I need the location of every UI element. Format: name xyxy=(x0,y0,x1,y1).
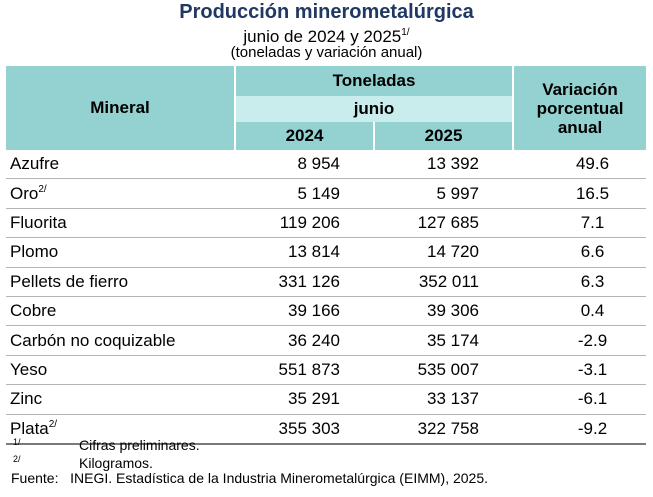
header-year-2025: 2025 xyxy=(372,122,514,150)
value-2024: 8 954 xyxy=(235,150,374,180)
subtitle-footnote-mark: 1/ xyxy=(401,27,410,38)
header-variacion-line: porcentual xyxy=(536,98,624,118)
value-2024: 13 814 xyxy=(235,237,374,268)
source-abbr: EIMM xyxy=(403,470,441,486)
header-variacion-line: anual xyxy=(557,117,603,137)
value-2024: 331 126 xyxy=(235,267,374,297)
mineral-label: Zinc xyxy=(10,389,43,409)
footnote-mark: 1/ xyxy=(13,437,21,447)
value-2025: 352 011 xyxy=(374,267,514,297)
subtitle: junio de 2024 y 20251/ xyxy=(0,22,653,46)
source-label: Fuente: xyxy=(11,470,59,486)
value-2025: 14 720 xyxy=(374,237,514,268)
source-tail: ), 2025. xyxy=(440,470,489,486)
value-2024: 35 291 xyxy=(235,384,374,415)
table-row: Zinc 35 291 33 137 -6.1 xyxy=(6,384,647,415)
value-2024: 36 240 xyxy=(235,325,374,356)
value-2025: 322 758 xyxy=(374,414,514,445)
mineral-label: Pellets de fierro xyxy=(10,271,129,291)
table-row: Yeso 551 873 535 007 -3.1 xyxy=(6,355,647,386)
annual-variation: 0.4 xyxy=(513,296,647,327)
mineral-name: Azufre xyxy=(6,150,235,180)
mineral-label: Yeso xyxy=(10,359,48,379)
subtitle-text: junio de 2024 y 2025 xyxy=(243,27,402,46)
annual-variation: 16.5 xyxy=(513,178,647,209)
table-row: Oro2/5 149 5 997 16.5 xyxy=(6,178,647,209)
production-table: Mineral Toneladas Variación porcentual a… xyxy=(6,66,647,445)
value-2025: 127 685 xyxy=(374,208,514,239)
value-2024: 39 166 xyxy=(235,296,374,327)
value-2025: 13 392 xyxy=(374,150,514,180)
mineral-name: Cobre xyxy=(6,296,235,327)
value-2025: 535 007 xyxy=(374,355,514,386)
mineral-label: Carbón no coquizable xyxy=(10,330,176,350)
annual-variation: 6.3 xyxy=(513,267,647,297)
mineral-footnote-mark: 2/ xyxy=(38,183,47,195)
mineral-name: Carbón no coquizable xyxy=(6,325,235,356)
mineral-label: Oro xyxy=(10,183,39,203)
source-text: . Estadística de la Industria Minerometa… xyxy=(108,470,404,486)
mineral-label: Cobre xyxy=(10,301,57,321)
table-body: Azufre 8 954 13 392 49.6 Oro2/5 149 5 997 16.5… xyxy=(6,150,647,445)
header-variacion: Variación porcentual anual xyxy=(512,66,647,150)
mineral-footnote-mark: 2/ xyxy=(48,418,58,430)
value-2025: 35 174 xyxy=(374,325,514,356)
source-org: INEGI xyxy=(70,470,109,486)
mineral-name: Plata2/ xyxy=(6,414,235,445)
value-2024: 551 873 xyxy=(235,355,374,386)
table-row: Carbón no coquizable 36 240 35 174 -2.9 xyxy=(6,325,647,356)
annual-variation: -9.2 xyxy=(513,414,647,445)
value-2025: 33 137 xyxy=(374,384,514,415)
units-label: (toneladas y variación anual) xyxy=(230,44,423,61)
table-row: Pellets de fierro 331 126 352 011 6.3 xyxy=(6,267,647,297)
table-header: Mineral Toneladas Variación porcentual a… xyxy=(6,66,647,150)
annual-variation: 49.6 xyxy=(513,150,647,180)
annual-variation: -2.9 xyxy=(513,325,647,356)
annual-variation: 6.6 xyxy=(513,237,647,268)
footnote-text: Kilogramos. xyxy=(79,455,153,471)
value-2025: 5 997 xyxy=(374,178,514,209)
header-mineral: Mineral xyxy=(6,66,235,150)
table-row: Cobre 39 166 39 306 0.4 xyxy=(6,296,647,327)
annual-variation: -6.1 xyxy=(513,384,647,415)
mineral-label: Plomo xyxy=(10,242,59,262)
footnote-mark: 2/ xyxy=(13,454,21,464)
mineral-name: Plomo xyxy=(6,237,235,268)
annual-variation: -3.1 xyxy=(513,355,647,386)
value-2024: 355 303 xyxy=(235,414,374,445)
header-toneladas: Toneladas xyxy=(233,66,514,96)
header-variacion-line: Variación xyxy=(542,79,618,99)
value-2025: 39 306 xyxy=(374,296,514,327)
table-row: Fluorita 119 206 127 685 7.1 xyxy=(6,208,647,239)
table-row: Azufre 8 954 13 392 49.6 xyxy=(6,150,647,180)
mineral-label: Azufre xyxy=(10,154,60,174)
mineral-label: Plata xyxy=(10,418,49,438)
footnote-text: Cifras preliminares. xyxy=(79,437,200,453)
mineral-name: Pellets de fierro xyxy=(6,267,235,297)
mineral-label: Fluorita xyxy=(10,212,67,232)
annual-variation: 7.1 xyxy=(513,208,647,239)
source-note: Fuente: INEGI. Estadística de la Industr… xyxy=(11,470,488,486)
table-row: Plomo 13 814 14 720 6.6 xyxy=(6,237,647,268)
mineral-name: Fluorita xyxy=(6,208,235,239)
mineral-name: Oro2/ xyxy=(6,178,235,209)
page-title: Producción minerometalúrgica xyxy=(179,1,474,23)
value-2024: 5 149 xyxy=(235,178,374,209)
mineral-name: Zinc xyxy=(6,384,235,415)
value-2024: 119 206 xyxy=(235,208,374,239)
mineral-name: Yeso xyxy=(6,355,235,386)
header-period: junio xyxy=(233,96,514,122)
header-year-2024: 2024 xyxy=(234,122,374,150)
table-row: Plata2/355 303 322 758 -9.2 xyxy=(6,414,647,445)
